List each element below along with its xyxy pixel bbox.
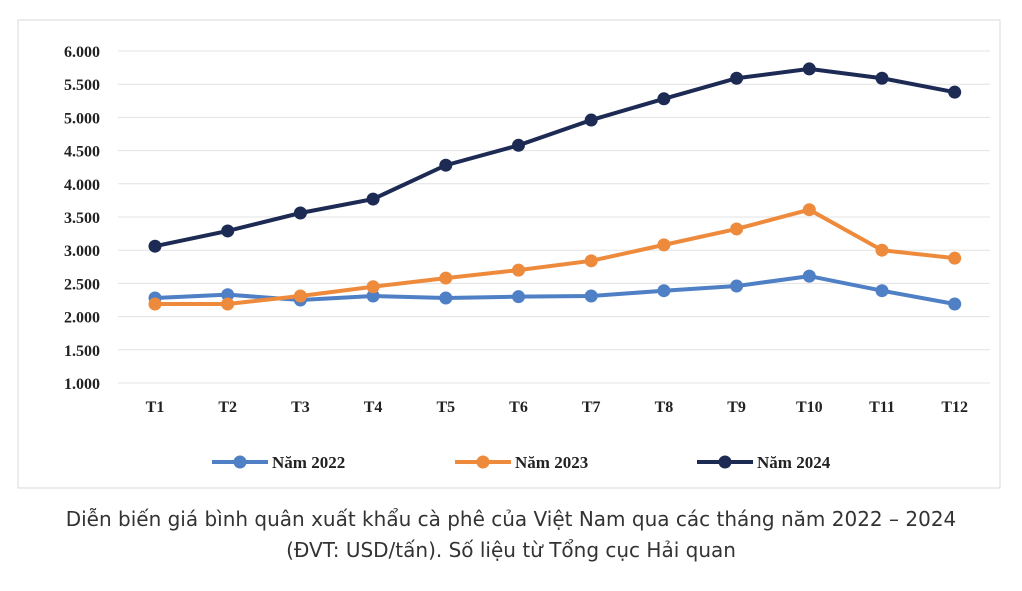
chart-frame xyxy=(17,19,1001,489)
data-point xyxy=(366,280,380,294)
y-tick-label: 3.500 xyxy=(64,210,100,227)
data-point xyxy=(439,271,453,285)
x-tick-label: T3 xyxy=(291,399,310,416)
legend-marker xyxy=(233,455,247,469)
y-tick-label: 6.000 xyxy=(64,44,100,61)
x-tick-label: T4 xyxy=(364,399,383,416)
series-line xyxy=(154,66,956,249)
caption-line-2: (ĐVT: USD/tấn). Số liệu từ Tổng cục Hải … xyxy=(286,538,736,562)
data-point xyxy=(730,222,744,236)
data-point xyxy=(948,297,962,311)
data-point xyxy=(730,279,744,293)
series-line xyxy=(155,207,955,306)
legend-label: Năm 2023 xyxy=(515,453,588,472)
data-point xyxy=(221,288,235,302)
data-point xyxy=(730,71,744,85)
data-point xyxy=(366,289,380,303)
x-tick-label: T7 xyxy=(582,399,601,416)
y-tick-label: 5.000 xyxy=(64,110,100,127)
data-point xyxy=(293,289,307,303)
x-tick-label: T1 xyxy=(146,399,165,416)
data-point xyxy=(512,138,525,152)
data-point xyxy=(366,192,380,206)
y-tick-label: 4.500 xyxy=(64,144,100,161)
x-tick-label: T2 xyxy=(218,399,237,416)
y-tick-label: 1.500 xyxy=(64,343,100,360)
legend-label: Năm 2024 xyxy=(757,453,831,472)
data-point xyxy=(802,269,816,283)
legend-marker xyxy=(476,455,490,469)
data-point xyxy=(584,289,598,303)
data-point xyxy=(948,251,962,265)
x-tick-label: T10 xyxy=(796,399,823,416)
data-point xyxy=(512,263,525,277)
data-point xyxy=(148,297,162,311)
data-point xyxy=(657,284,671,298)
data-point xyxy=(948,85,962,99)
data-point xyxy=(802,62,816,76)
data-point xyxy=(657,92,671,106)
data-point xyxy=(657,238,671,252)
line-chart: 1.000 1.500 2.000 2.500 3.000 3.500 4.000 4.500… xyxy=(17,19,1001,489)
x-tick-label: T12 xyxy=(941,399,968,416)
data-point xyxy=(584,254,598,268)
data-point xyxy=(221,224,235,238)
y-tick-label: 2.000 xyxy=(64,310,100,327)
x-tick-label: T6 xyxy=(509,399,528,416)
legend-marker xyxy=(718,455,732,469)
data-point xyxy=(221,297,235,311)
caption-line-1: Diễn biến giá bình quân xuất khẩu cà phê… xyxy=(65,507,957,531)
y-tick-label: 1.000 xyxy=(64,376,100,393)
data-point xyxy=(875,243,889,257)
y-tick-label: 3.000 xyxy=(64,243,100,260)
x-tick-label: T5 xyxy=(436,399,455,416)
x-tick-label: T9 xyxy=(727,399,746,416)
x-tick-label: T8 xyxy=(655,399,674,416)
y-tick-label: 2.500 xyxy=(64,276,100,293)
data-point xyxy=(512,290,525,304)
data-point xyxy=(802,203,816,217)
data-point xyxy=(875,284,889,298)
data-point xyxy=(293,206,307,220)
legend-label: Năm 2022 xyxy=(272,453,345,472)
data-point xyxy=(439,291,453,305)
data-point xyxy=(584,113,598,127)
x-tick-label: T11 xyxy=(869,399,895,416)
y-tick-label: 5.500 xyxy=(64,77,100,94)
data-point xyxy=(148,239,162,253)
y-tick-label: 4.000 xyxy=(64,177,100,194)
data-point xyxy=(875,71,889,85)
data-point xyxy=(439,158,453,172)
